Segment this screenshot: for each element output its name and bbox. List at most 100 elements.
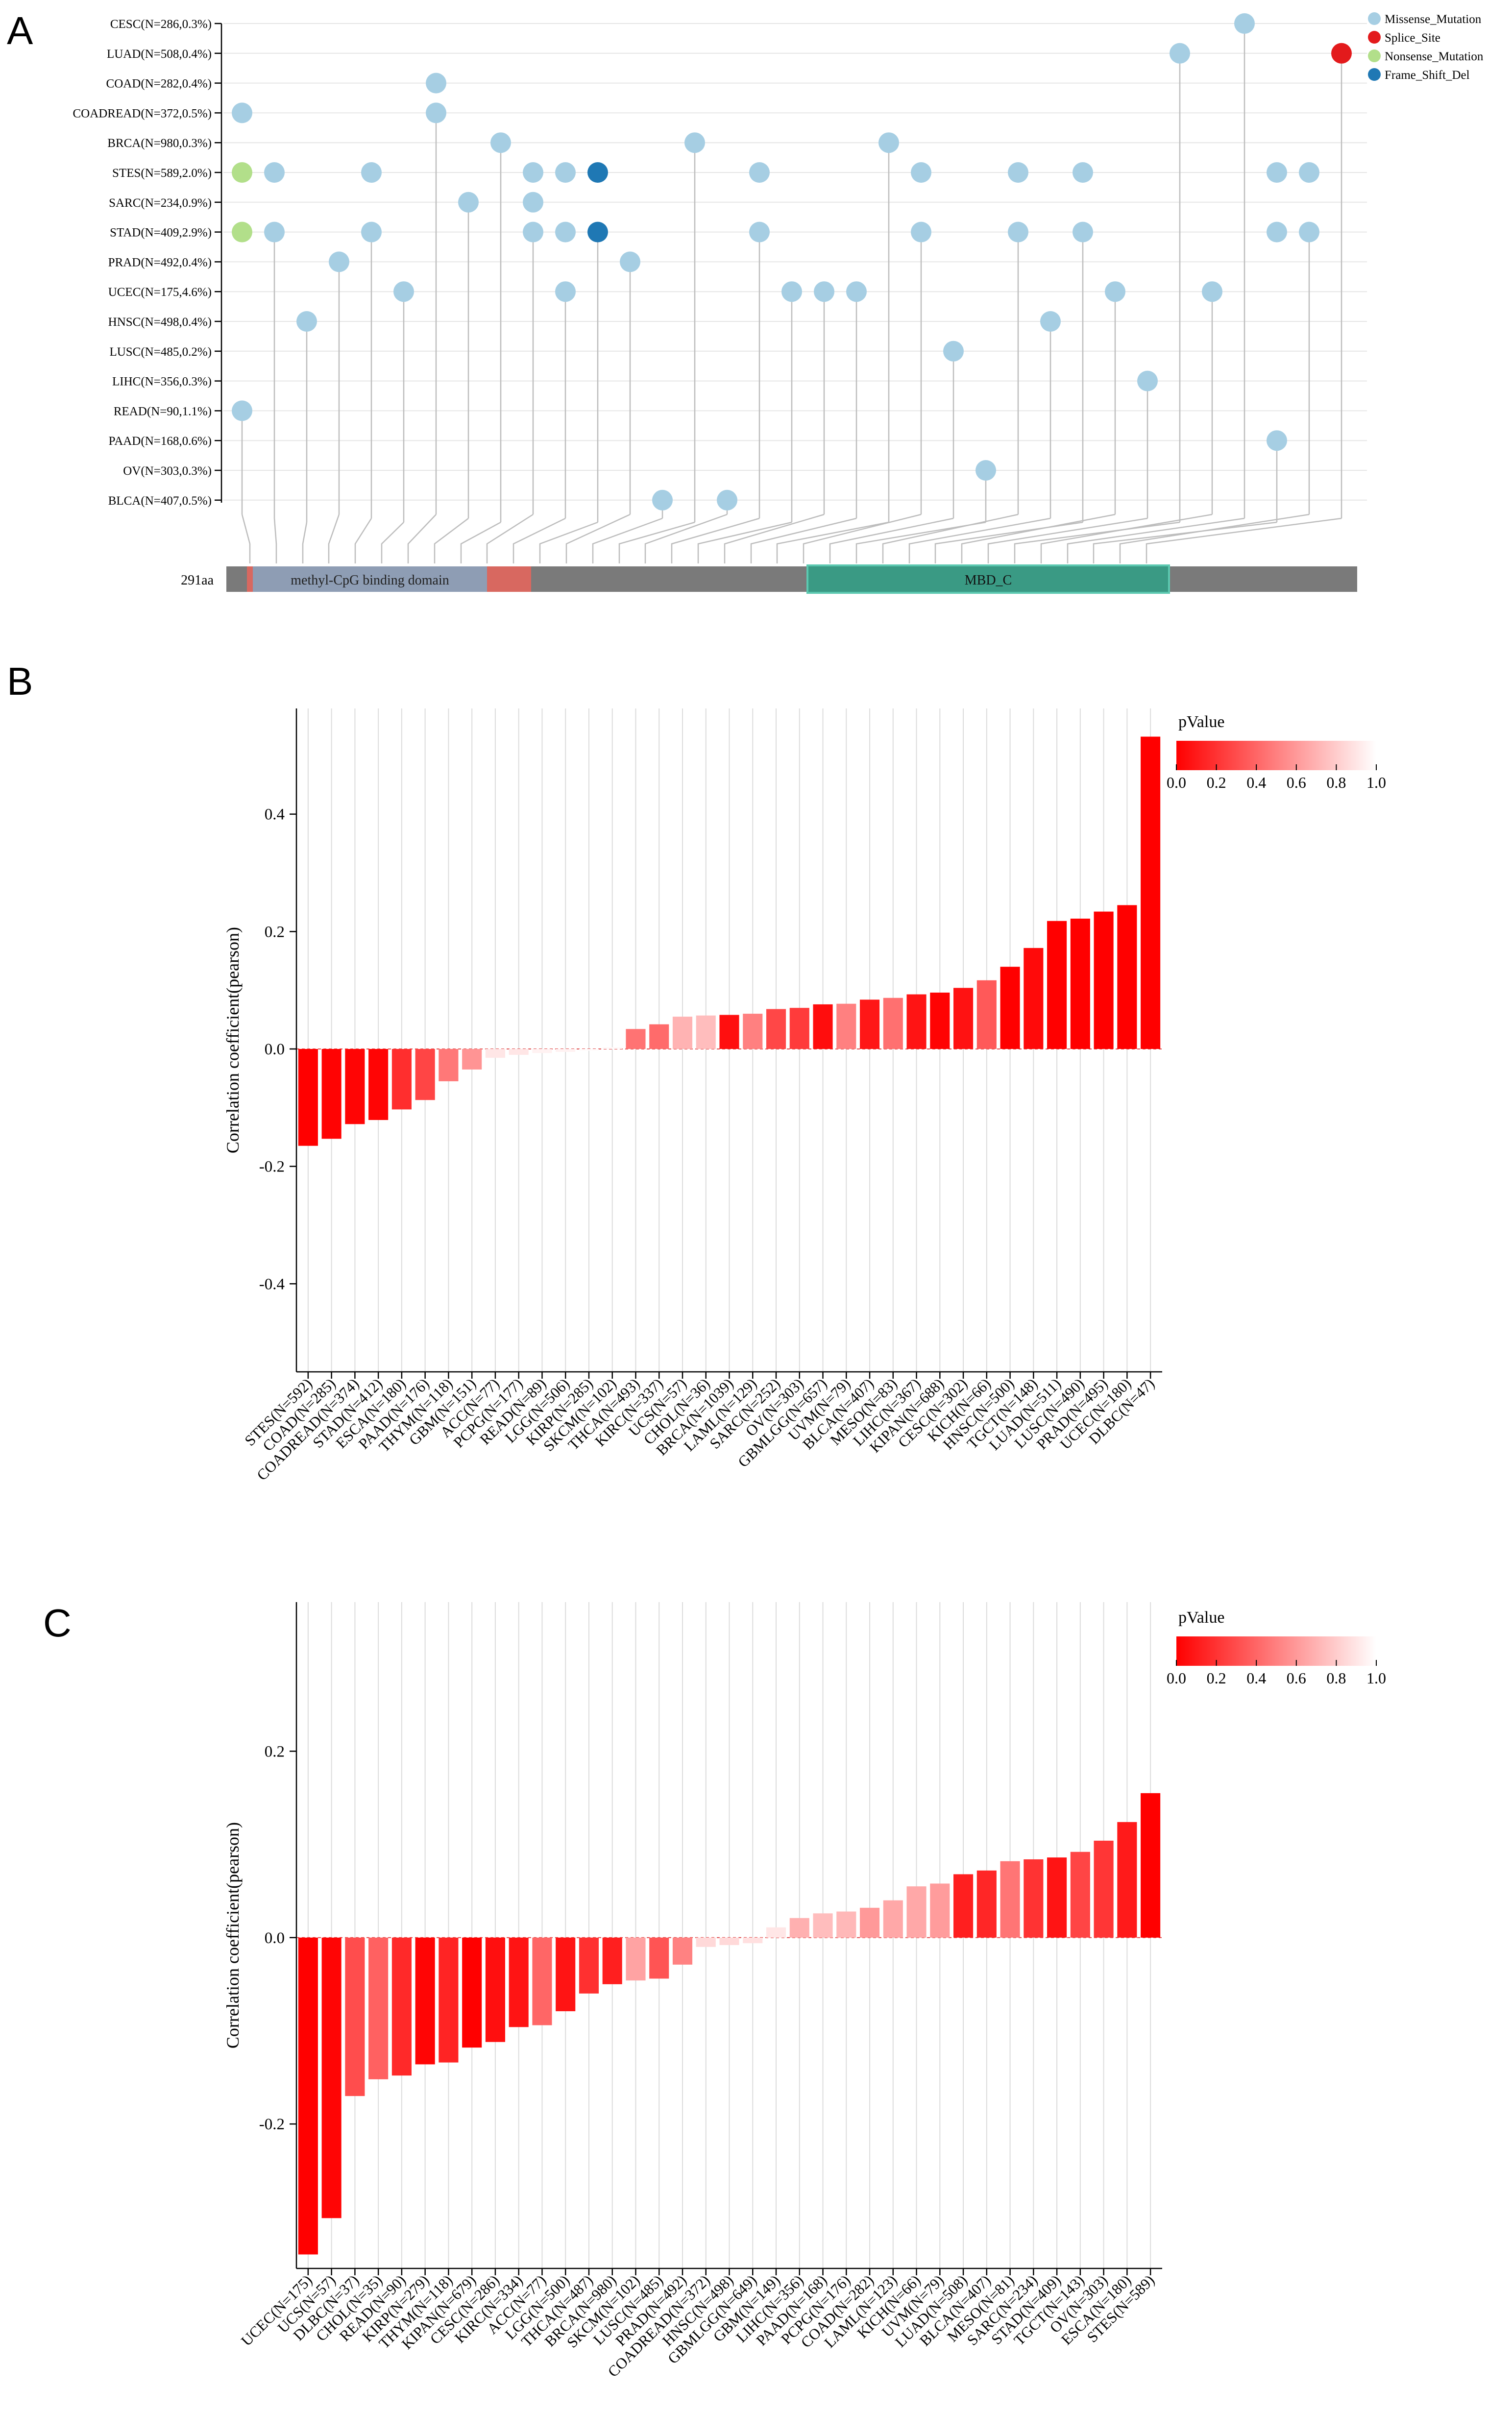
bar-ucec-n-175: [298, 1937, 318, 2255]
mutation-connector: [803, 513, 922, 563]
mutation-connector: [565, 513, 631, 563]
mutation-dot: [329, 251, 349, 272]
mutation-connector: [539, 521, 598, 563]
y-tick-label: -0.2: [259, 2116, 285, 2133]
mutation-dot: [232, 102, 252, 123]
colorbar-tick-label: 0.0: [1167, 1669, 1186, 1687]
mutation-dot: [1299, 162, 1319, 183]
bar-gbm-n-151: [462, 1048, 482, 1070]
bar-lihc-n-356: [789, 1918, 809, 1938]
colorbar-tick-label: 0.2: [1207, 1669, 1226, 1687]
mutation-connector: [328, 514, 340, 563]
bar-gbmlgg-n-649: [743, 1937, 763, 1944]
legend-label: Nonsense_Mutation: [1385, 50, 1484, 63]
panel-label-b: B: [7, 659, 33, 703]
mutation-connector: [882, 513, 1019, 563]
mutation-dot: [1137, 370, 1158, 391]
mutation-dot: [296, 311, 317, 332]
row-label: UCEC(N=175,4.6%): [108, 286, 212, 299]
bar-kipan-n-688: [930, 992, 950, 1049]
mutation-dot: [717, 489, 737, 511]
y-tick-label: 0.4: [265, 806, 285, 824]
row-label: STAD(N=409,2.9%): [110, 226, 212, 240]
bar-lihc-n-367: [906, 994, 927, 1049]
mutation-dot: [393, 281, 414, 302]
bar-luad-n-508: [953, 1874, 974, 1938]
mutation-connector: [273, 518, 277, 563]
bar-prad-n-495: [1094, 911, 1114, 1049]
mutation-dot: [846, 281, 867, 302]
y-tick-label: 0.2: [265, 1743, 285, 1760]
mutation-dot: [814, 281, 834, 302]
bar-paad-n-168: [813, 1913, 833, 1938]
domain-methyl-cpg-inner: [253, 566, 487, 592]
mutation-dot: [361, 221, 382, 243]
bar-kipan-n-679: [462, 1937, 482, 2048]
bar-thca-n-493: [626, 1029, 646, 1049]
mutation-dot: [1073, 221, 1093, 243]
mutation-dot: [490, 132, 511, 153]
mutation-connector: [776, 521, 889, 563]
bar-thym-n-118: [439, 1048, 459, 1081]
mutation-connector: [460, 521, 501, 563]
mutation-dot: [232, 162, 252, 183]
legend-title: pValue: [1178, 713, 1224, 731]
bar-gbm-n-149: [766, 1927, 786, 1938]
bar-paad-n-176: [415, 1048, 435, 1100]
row-label: OV(N=303,0.3%): [123, 464, 212, 478]
bar-kirp-n-279: [415, 1937, 435, 2065]
mutation-connector: [987, 517, 1148, 563]
bar-blca-n-407: [859, 999, 880, 1049]
row-label: COAD(N=282,0.4%): [106, 77, 212, 91]
bar-hnsc-n-498: [719, 1937, 739, 1945]
mutation-dot: [232, 400, 252, 421]
bar-kirc-n-337: [649, 1024, 669, 1049]
mutation-dot: [1170, 43, 1190, 64]
mutation-dot: [684, 132, 705, 153]
mutation-connector: [829, 517, 954, 563]
mutation-dot: [523, 162, 543, 183]
mutation-dot: [911, 162, 931, 183]
protein-length-label: 291aa: [181, 573, 214, 588]
legend-dot-missense-mutation: [1368, 12, 1381, 25]
bar-gbmlgg-n-657: [813, 1004, 833, 1049]
bar-tgct-n-148: [1024, 948, 1044, 1049]
legend-label: Frame_Shift_Del: [1385, 69, 1470, 82]
colorbar-tick-label: 1.0: [1366, 774, 1386, 791]
mutation-connector: [671, 517, 760, 563]
bar-tgct-n-143: [1070, 1851, 1090, 1938]
mutation-connector: [592, 517, 663, 563]
row-label: CESC(N=286,0.3%): [110, 18, 212, 31]
legend-label: Splice_Site: [1385, 31, 1440, 45]
mutation-dot: [232, 221, 252, 243]
y-tick-label: -0.4: [259, 1275, 285, 1293]
row-label: STES(N=589,2.0%): [112, 167, 212, 180]
bar-cesc-n-286: [485, 1937, 505, 2042]
mutation-connector: [961, 513, 1116, 563]
bar-chol-n-35: [368, 1937, 389, 2079]
bar-lgg-n-500: [556, 1937, 576, 2012]
mutation-dot: [523, 221, 543, 243]
mutation-dot: [1202, 281, 1222, 302]
bar-lusc-n-485: [649, 1937, 669, 1979]
row-label: SARC(N=234,0.9%): [109, 196, 212, 210]
bar-skcm-n-102: [626, 1937, 646, 1981]
mutation-connector: [750, 517, 857, 563]
row-label: HNSC(N=498,0.4%): [108, 316, 212, 329]
bar-coad-n-282: [859, 1907, 880, 1938]
bar-coadread-n-372: [696, 1937, 716, 1947]
mutation-dot: [555, 162, 576, 183]
bar-pcpg-n-177: [509, 1048, 529, 1055]
mutation-dot: [975, 460, 996, 481]
bar-luad-n-511: [1047, 921, 1067, 1049]
mutation-dot: [1105, 281, 1125, 302]
bar-coadread-n-374: [345, 1048, 365, 1124]
mutation-dot: [1234, 13, 1255, 34]
bar-ucec-n-180: [1117, 905, 1137, 1049]
mutation-connector: [381, 522, 404, 563]
colorbar-tick-label: 0.8: [1326, 774, 1346, 791]
bar-dlbc-n-47: [1141, 736, 1161, 1049]
bar-brca-n-980: [602, 1937, 622, 1984]
colorbar-tick-label: 0.0: [1167, 774, 1186, 791]
